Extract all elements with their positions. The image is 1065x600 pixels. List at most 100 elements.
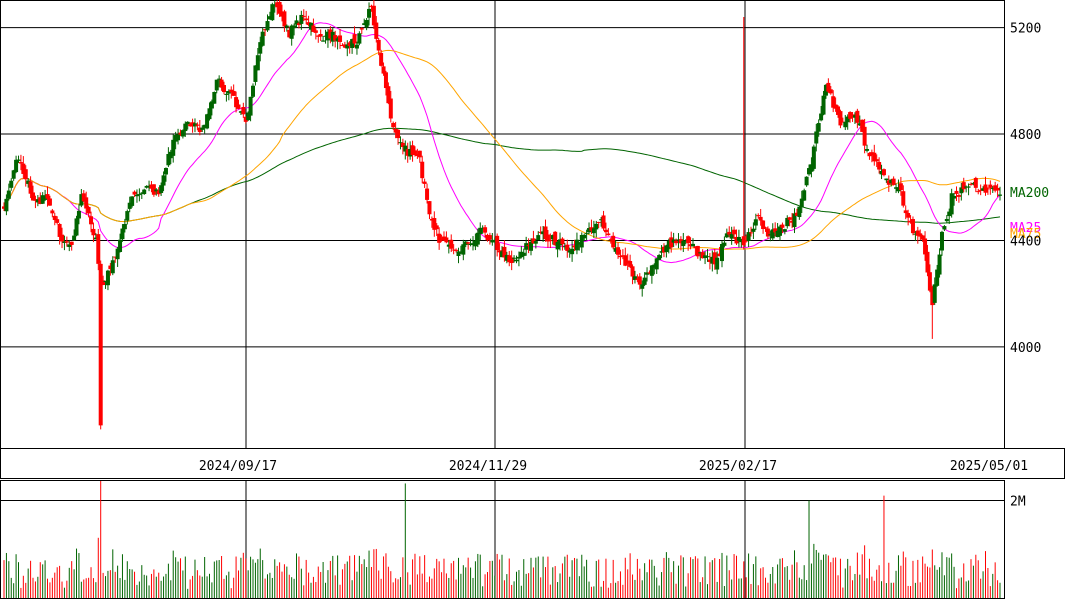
legend-label-ma25: MA25 [1010, 221, 1041, 236]
candle-body [478, 227, 483, 234]
candle-body [790, 220, 795, 223]
candle-body [241, 106, 246, 115]
candle-body [596, 221, 601, 223]
candle-body [195, 124, 200, 126]
candle-body [807, 168, 812, 175]
candle-body [243, 116, 248, 122]
candle-body [422, 181, 427, 184]
candle-body [67, 244, 72, 247]
candle-body [582, 234, 587, 239]
candle-body [260, 31, 265, 46]
candle-body [429, 218, 434, 221]
candle-body [606, 233, 611, 236]
candle-body [98, 263, 103, 426]
candle-body [408, 149, 413, 157]
candle-body [669, 237, 674, 248]
candle-body [591, 228, 596, 234]
candle-body [311, 25, 316, 32]
candle-body [657, 255, 662, 260]
legend-label-ma200: MA200 [1010, 186, 1049, 201]
candle-body [342, 44, 347, 48]
candle-body [872, 152, 877, 162]
candle-body [132, 191, 137, 195]
candle-body [780, 224, 785, 228]
candle-body [594, 223, 599, 230]
candle-body [763, 227, 768, 229]
candle-body [770, 229, 775, 239]
candle-body [137, 194, 142, 196]
candle-body [516, 256, 521, 259]
candle-body [446, 244, 451, 247]
candle-body [574, 239, 579, 251]
candle-body [412, 150, 417, 155]
candle-body [468, 243, 473, 246]
candle-body [190, 122, 195, 127]
candle-body [959, 187, 964, 194]
candle-body [857, 123, 862, 126]
candle-body [918, 233, 923, 237]
candle-body [536, 235, 541, 240]
candle-body [69, 241, 74, 245]
candle-body [224, 93, 229, 95]
candle-body [978, 189, 983, 191]
candle-body [611, 235, 616, 248]
candle-body [529, 241, 534, 251]
candle-body [458, 251, 463, 253]
candle-body [403, 145, 408, 152]
candle-body [814, 131, 819, 144]
candle-body [79, 194, 84, 206]
candle-body [497, 250, 502, 253]
candle-body [727, 231, 732, 235]
candle-body [473, 240, 478, 247]
candle-body [741, 236, 746, 246]
candle-body [454, 249, 459, 251]
candle-body [509, 257, 514, 264]
candle-body [62, 241, 67, 243]
candle-body [323, 35, 328, 37]
ma75-line [3, 49, 1001, 250]
candle-body [809, 164, 814, 172]
candle-body [587, 228, 592, 233]
candle-body [838, 111, 843, 126]
candle-body [717, 253, 722, 257]
candle-body [775, 230, 780, 238]
candle-body [451, 249, 456, 251]
candle-body [686, 236, 691, 244]
candle-body [490, 239, 495, 243]
candle-body [45, 194, 50, 199]
candle-body [925, 251, 930, 273]
candle-body [642, 277, 647, 285]
candle-body [267, 16, 272, 20]
candle-body [52, 215, 57, 221]
candle-body [944, 218, 949, 222]
candle-body [420, 161, 425, 179]
candle-body [147, 185, 152, 188]
candle-body [678, 239, 683, 244]
candle-body [734, 236, 739, 244]
candle-body [891, 178, 896, 185]
candle-body [823, 84, 828, 96]
candle-body [932, 284, 937, 303]
price-y-tick-labels: 4000 4400 4800 5200 [1010, 22, 1041, 356]
candle-body [357, 33, 362, 44]
candle-body [246, 112, 251, 121]
candle-body [64, 241, 69, 243]
candle-body [72, 235, 77, 241]
candle-body [253, 65, 258, 82]
candle-body [811, 146, 816, 169]
candle-body [688, 244, 693, 247]
candle-body [819, 113, 824, 121]
candle-body [207, 108, 212, 120]
volume-y-tick-label: 2M [1010, 495, 1026, 510]
candle-body [901, 191, 906, 206]
candle-body [512, 257, 517, 259]
candle-body [635, 278, 640, 280]
price-y-tick-label: 4400 [1010, 234, 1041, 249]
candle-body [43, 195, 48, 200]
candle-body [234, 97, 239, 108]
candle-body [2, 206, 6, 209]
candle-body [345, 44, 350, 49]
candle-body [251, 85, 255, 97]
candle-body [608, 239, 613, 241]
